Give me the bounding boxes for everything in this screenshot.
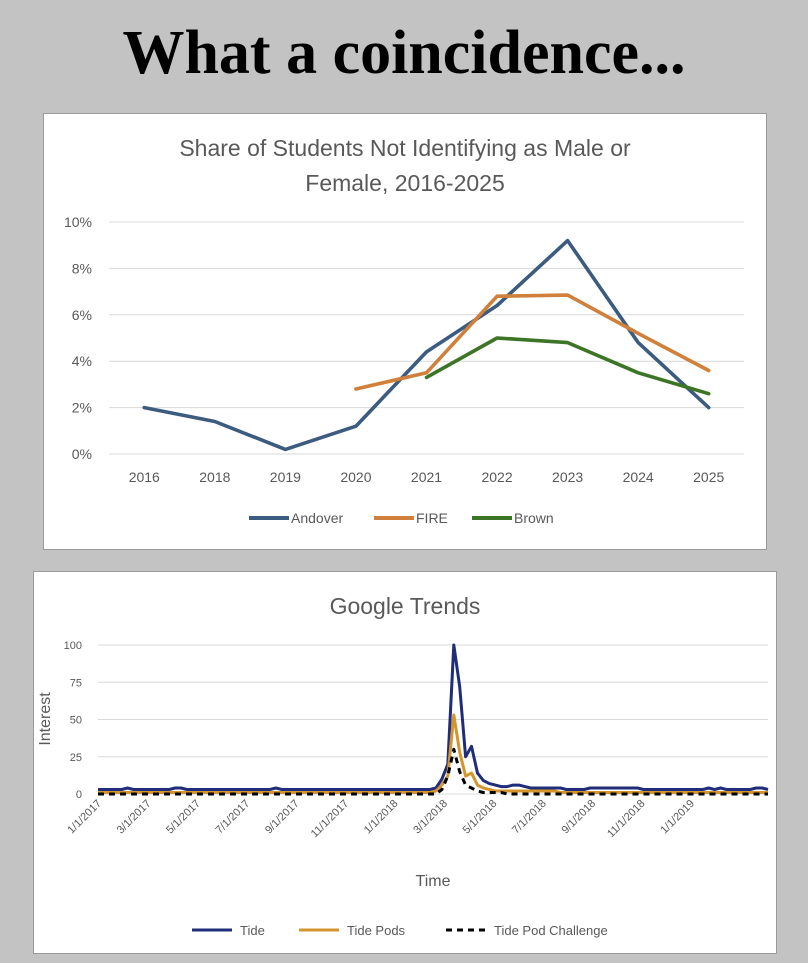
x-tick-label: 2019 <box>270 469 301 485</box>
series-line-tide-pods <box>98 713 768 794</box>
x-tick-label: 9/1/2017 <box>263 798 302 837</box>
y-tick-label: 75 <box>70 677 82 689</box>
x-tick-label: 3/1/2018 <box>411 798 450 837</box>
y-tick-label: 8% <box>72 260 92 276</box>
y-tick-label: 0 <box>76 789 82 801</box>
x-tick-label: 2023 <box>552 469 583 485</box>
legend: Andover FIRE Brown <box>249 510 554 526</box>
google-trends-line-chart: Google Trends Interest Time 0 25 50 75 100 1… <box>37 593 769 938</box>
y-tick-label: 4% <box>72 353 92 369</box>
student-share-line-chart: Share of Students Not Identifying as Mal… <box>64 135 744 526</box>
series-line-brown <box>424 336 711 396</box>
series-lines <box>98 643 769 796</box>
x-tick-label: 7/1/2017 <box>214 798 253 837</box>
chart-title-line-1: Share of Students Not Identifying as Mal… <box>179 135 631 161</box>
x-tick-label: 7/1/2018 <box>510 798 549 837</box>
x-tick-label: 1/1/2018 <box>362 798 401 837</box>
x-axis-label: Time <box>416 873 451 890</box>
series-line-fire <box>354 293 711 391</box>
x-tick-label: 9/1/2018 <box>559 798 598 837</box>
legend: Tide Tide Pods Tide Pod Challenge <box>192 923 608 938</box>
series-line-andover <box>142 238 711 452</box>
legend-label-brown: Brown <box>514 510 554 526</box>
legend-label-fire: FIRE <box>416 510 448 526</box>
x-tick-label: 5/1/2017 <box>164 798 203 837</box>
x-tick-label: 11/1/2017 <box>309 798 352 841</box>
chart-panel-student-share: Share of Students Not Identifying as Mal… <box>43 113 767 550</box>
legend-label-tide-pod-challenge: Tide Pod Challenge <box>494 923 608 938</box>
series-lines <box>142 238 711 452</box>
y-tick-label: 100 <box>64 640 82 652</box>
x-tick-label: 11/1/2018 <box>605 798 648 841</box>
x-tick-label: 5/1/2018 <box>461 798 500 837</box>
legend-label-andover: Andover <box>291 510 343 526</box>
x-tick-label: 2016 <box>129 469 160 485</box>
gridlines <box>98 644 768 795</box>
series-line-tide <box>98 643 769 791</box>
y-tick-label: 50 <box>70 715 82 727</box>
x-tick-label: 2018 <box>199 469 230 485</box>
y-tick-label: 6% <box>72 307 92 323</box>
y-tick-label: 10% <box>64 214 92 230</box>
x-tick-label: 2021 <box>411 469 442 485</box>
legend-label-tide: Tide <box>240 923 265 938</box>
x-tick-label: 2022 <box>481 469 512 485</box>
x-tick-label: 1/1/2017 <box>65 798 104 837</box>
page-headline: What a coincidence... <box>122 19 686 87</box>
x-axis-ticks: 2016 2018 2019 2020 2021 2022 2023 2024 2025 <box>129 469 725 485</box>
x-tick-label: 3/1/2017 <box>115 798 154 837</box>
x-tick-label: 2024 <box>623 469 654 485</box>
chart-title: Google Trends <box>330 593 481 619</box>
legend-label-tide-pods: Tide Pods <box>347 923 406 938</box>
chart-panel-google-trends: Google Trends Interest Time 0 25 50 75 100 1… <box>33 571 777 954</box>
x-tick-label: 1/1/2019 <box>658 798 697 837</box>
x-tick-label: 2025 <box>693 469 724 485</box>
x-axis-ticks: 1/1/2017 3/1/2017 5/1/2017 7/1/2017 9/1/2017… <box>65 798 697 841</box>
y-tick-label: 2% <box>72 400 92 416</box>
y-axis-ticks: 0 25 50 75 100 <box>64 640 82 801</box>
y-axis-label: Interest <box>37 692 54 746</box>
x-tick-label: 2020 <box>340 469 371 485</box>
chart-title-line-2: Female, 2016-2025 <box>305 170 504 196</box>
gridlines <box>109 221 744 455</box>
y-tick-label: 0% <box>72 446 92 462</box>
series-line-tide-pod-challenge <box>98 747 768 796</box>
y-tick-label: 25 <box>70 752 82 764</box>
y-axis-ticks: 0% 2% 4% 6% 8% 10% <box>64 214 92 462</box>
